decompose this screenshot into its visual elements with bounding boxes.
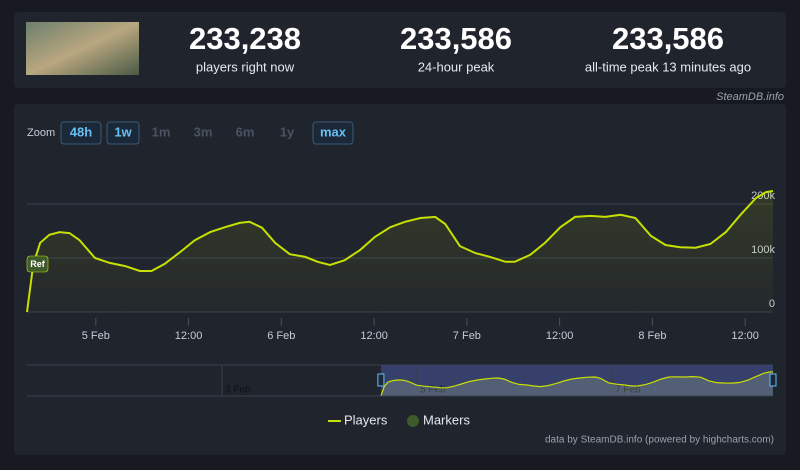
x-tick-label: 12:00 [731, 330, 759, 342]
credit: data by SteamDB.info (powered by highcha… [545, 435, 774, 446]
source-link[interactable]: SteamDB.info [716, 91, 784, 103]
stat-value: 233,586 [400, 21, 512, 56]
area [27, 191, 773, 312]
zoom-button-label[interactable]: 1y [280, 124, 295, 139]
navigator-handle[interactable] [769, 373, 777, 387]
stat-label: 24-hour peak [418, 59, 495, 74]
ref-label: Ref [30, 259, 46, 269]
x-tick-label: 12:00 [175, 330, 203, 342]
x-tick-label: 6 Feb [267, 330, 295, 342]
zoom-button-label[interactable]: 6m [236, 124, 255, 139]
legend-marker [407, 415, 419, 427]
navigator-tick-label: 7 Feb [615, 385, 641, 396]
zoom-button[interactable] [60, 121, 102, 145]
stat-value: 233,238 [189, 21, 301, 56]
players-line [26, 190, 774, 313]
zoom-button-label[interactable]: 1w [114, 124, 132, 139]
navigator-handle[interactable] [377, 373, 385, 387]
zoom-button-label[interactable]: 48h [70, 124, 92, 139]
x-tick-label: 7 Feb [453, 330, 481, 342]
zoom-button[interactable] [312, 121, 354, 145]
navigator-tick-label: 5 Feb [420, 385, 446, 396]
zoom-button-label[interactable]: 1m [152, 124, 171, 139]
x-tick-label: 5 Feb [82, 330, 110, 342]
game-cover [26, 22, 139, 75]
stat-value: 233,586 [612, 21, 724, 56]
x-tick-label: 12:00 [360, 330, 388, 342]
navigator-line [380, 371, 774, 397]
zoom-button-label[interactable]: 3m [194, 124, 213, 139]
zoom-button-label[interactable]: max [320, 124, 347, 139]
stat-label: players right now [196, 59, 295, 74]
navigator-tick-label: 3 Feb [225, 385, 251, 396]
ref-marker [26, 255, 49, 273]
zoom-label: Zoom [27, 127, 55, 139]
x-tick-label: 8 Feb [638, 330, 666, 342]
stats-panel [14, 12, 786, 88]
zoom-button[interactable] [106, 121, 140, 145]
legend-label[interactable]: Markers [423, 412, 470, 427]
legend-label[interactable]: Players [344, 412, 388, 427]
x-tick-label: 12:00 [546, 330, 574, 342]
stat-label: all-time peak 13 minutes ago [585, 59, 751, 74]
navigator-area [380, 371, 773, 396]
